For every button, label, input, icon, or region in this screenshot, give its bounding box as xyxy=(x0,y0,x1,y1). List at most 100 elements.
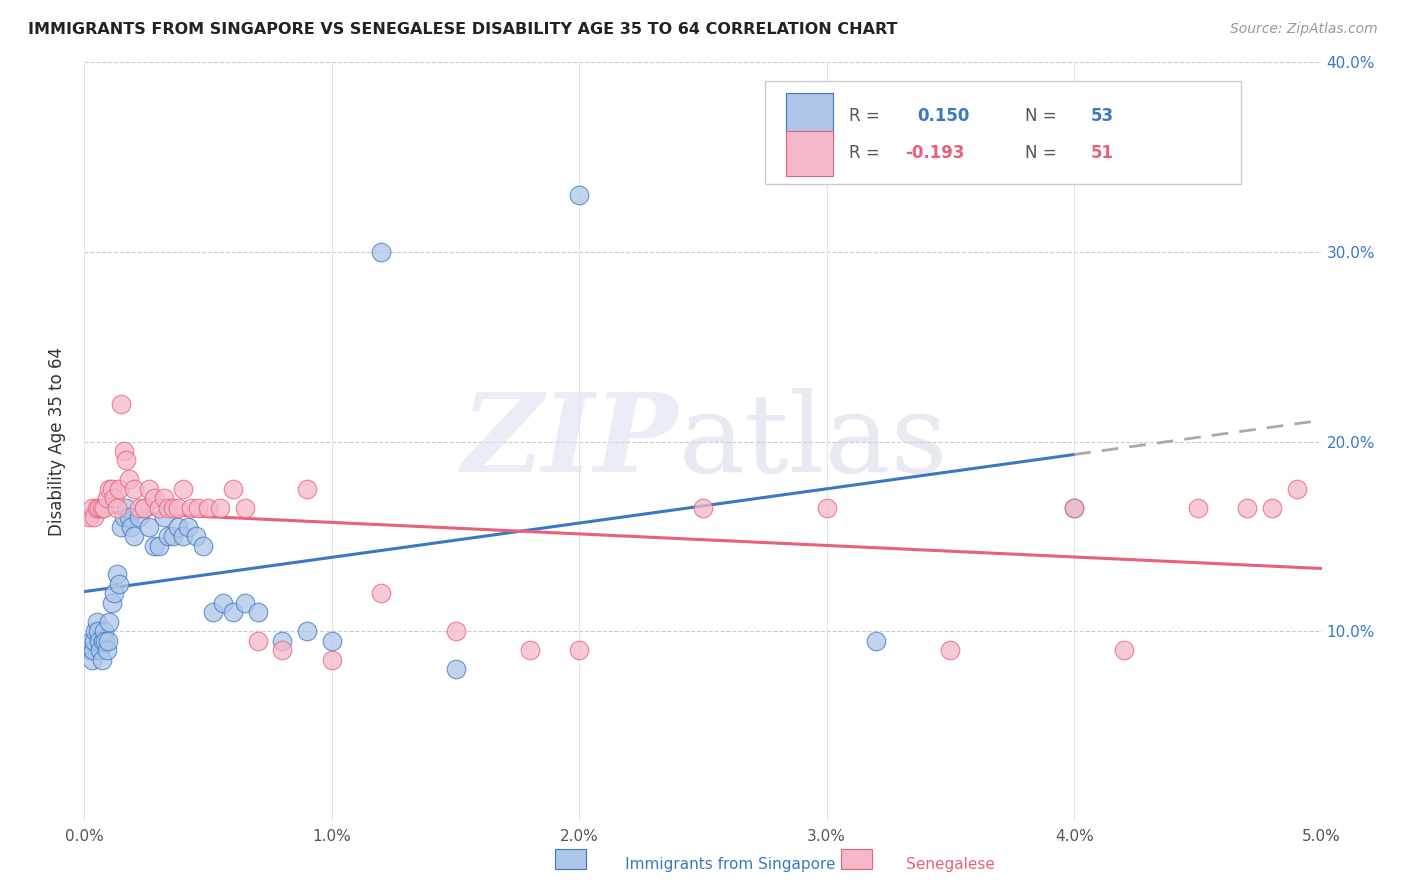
Point xyxy=(222,605,245,619)
Point xyxy=(197,500,219,515)
Point xyxy=(692,500,714,515)
Point xyxy=(157,529,180,543)
Point xyxy=(105,567,128,582)
Point xyxy=(93,500,115,515)
Point xyxy=(118,510,141,524)
Point xyxy=(212,596,235,610)
Point xyxy=(96,643,118,657)
Point xyxy=(271,633,294,648)
Point xyxy=(132,500,155,515)
Point xyxy=(1187,500,1209,515)
Point xyxy=(138,520,160,534)
Text: Source: ZipAtlas.com: Source: ZipAtlas.com xyxy=(1230,22,1378,37)
Point xyxy=(91,633,114,648)
Point xyxy=(128,500,150,515)
Point xyxy=(97,633,120,648)
Point xyxy=(568,643,591,657)
Point xyxy=(103,586,125,600)
Point xyxy=(172,482,194,496)
Point xyxy=(108,576,131,591)
Point xyxy=(83,510,105,524)
Text: -0.193: -0.193 xyxy=(904,145,965,162)
FancyBboxPatch shape xyxy=(786,93,832,138)
Point xyxy=(202,605,225,619)
Point xyxy=(79,510,101,524)
Point xyxy=(112,510,135,524)
Point xyxy=(1261,500,1284,515)
Text: N =: N = xyxy=(1025,145,1062,162)
Point xyxy=(1063,500,1085,515)
Point xyxy=(96,491,118,506)
Point xyxy=(246,605,269,619)
Point xyxy=(79,643,101,657)
Point xyxy=(1236,500,1258,515)
Point xyxy=(110,396,132,410)
FancyBboxPatch shape xyxy=(765,81,1241,184)
Point xyxy=(122,482,145,496)
Point xyxy=(1112,643,1135,657)
Point xyxy=(87,624,110,639)
Point xyxy=(105,500,128,515)
Point xyxy=(120,520,142,534)
Text: R =: R = xyxy=(849,145,884,162)
Point xyxy=(152,491,174,506)
Text: IMMIGRANTS FROM SINGAPORE VS SENEGALESE DISABILITY AGE 35 TO 64 CORRELATION CHAR: IMMIGRANTS FROM SINGAPORE VS SENEGALESE … xyxy=(28,22,897,37)
Point xyxy=(191,539,214,553)
Point xyxy=(89,500,111,515)
Point xyxy=(115,453,138,467)
Point xyxy=(321,652,343,666)
Point xyxy=(295,624,318,639)
Point xyxy=(939,643,962,657)
Point xyxy=(519,643,541,657)
Point xyxy=(142,539,165,553)
Point xyxy=(80,500,103,515)
Point xyxy=(89,643,111,657)
Point xyxy=(148,500,170,515)
Point xyxy=(84,624,107,639)
Point xyxy=(142,491,165,506)
Text: ZIP: ZIP xyxy=(461,388,678,495)
Point xyxy=(233,500,256,515)
Point xyxy=(295,482,318,496)
Point xyxy=(86,615,108,629)
Point xyxy=(444,624,467,639)
Point xyxy=(80,652,103,666)
Point xyxy=(148,539,170,553)
Point xyxy=(167,520,190,534)
Text: 51: 51 xyxy=(1090,145,1114,162)
Point xyxy=(177,520,200,534)
Point xyxy=(103,491,125,506)
Point xyxy=(180,500,202,515)
Y-axis label: Disability Age 35 to 64: Disability Age 35 to 64 xyxy=(48,347,66,536)
Point xyxy=(187,500,209,515)
Point xyxy=(82,643,104,657)
Point xyxy=(138,482,160,496)
Point xyxy=(865,633,887,648)
Point xyxy=(86,500,108,515)
Point xyxy=(132,500,155,515)
Point xyxy=(271,643,294,657)
Point xyxy=(118,473,141,487)
Text: R =: R = xyxy=(849,106,884,125)
FancyBboxPatch shape xyxy=(555,849,586,869)
Point xyxy=(321,633,343,648)
Point xyxy=(233,596,256,610)
Point xyxy=(112,444,135,458)
Point xyxy=(110,520,132,534)
Point xyxy=(152,510,174,524)
Point xyxy=(90,652,112,666)
Point xyxy=(128,510,150,524)
Point xyxy=(122,529,145,543)
Point xyxy=(108,482,131,496)
Text: 53: 53 xyxy=(1090,106,1114,125)
Text: N =: N = xyxy=(1025,106,1062,125)
Point xyxy=(162,529,184,543)
Point xyxy=(157,500,180,515)
Point xyxy=(167,500,190,515)
Text: Immigrants from Singapore: Immigrants from Singapore xyxy=(591,857,835,872)
Point xyxy=(222,482,245,496)
Point xyxy=(79,633,101,648)
Point xyxy=(89,633,111,648)
Point xyxy=(815,500,838,515)
Point xyxy=(1285,482,1308,496)
